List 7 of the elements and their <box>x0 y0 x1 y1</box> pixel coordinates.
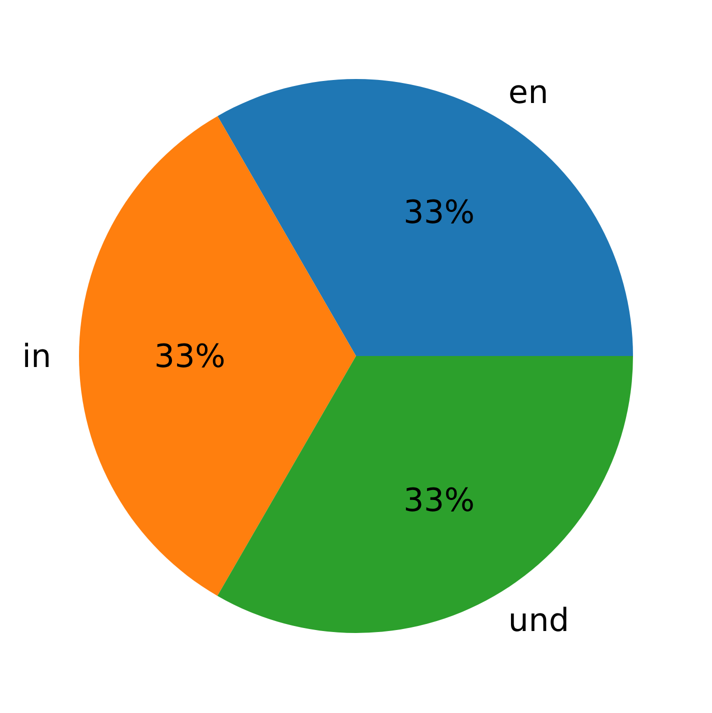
pie-slice <box>80 116 356 596</box>
data-label: 33% <box>154 336 226 375</box>
slice-label: und <box>508 600 570 639</box>
slice-label: in <box>22 336 52 375</box>
data-label: 33% <box>404 480 475 519</box>
slice-label: en <box>508 73 548 112</box>
data-label: 33% <box>404 193 475 232</box>
